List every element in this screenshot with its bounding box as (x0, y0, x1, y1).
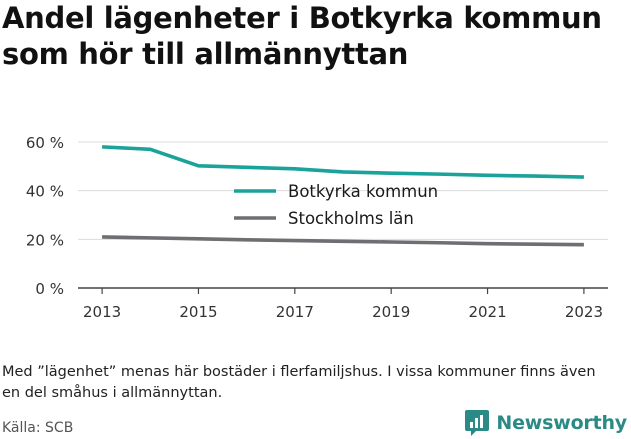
y-axis: 0 % 20 % 40 % 60 % (26, 134, 64, 298)
chart-title: Andel lägenheter i Botkyrka kommun som h… (2, 1, 602, 71)
y-tick-label: 60 % (26, 134, 64, 152)
legend-label: Botkyrka kommun (288, 182, 438, 201)
y-tick-label: 0 % (35, 280, 64, 298)
legend-label: Stockholms län (288, 209, 414, 228)
source-label: Källa: SCB (2, 420, 74, 436)
y-tick-label: 20 % (26, 231, 64, 249)
x-tick-label: 2023 (565, 303, 603, 321)
brand-name: Newsworthy (496, 412, 627, 434)
x-tick-label: 2017 (276, 303, 314, 321)
y-tick-label: 40 % (26, 183, 64, 201)
x-tick-label: 2015 (179, 303, 217, 321)
series-line-0 (102, 145, 584, 179)
line-chart: 0 % 20 % 40 % 60 % 2013 2015 2017 2019 2021 2023… (26, 134, 608, 321)
x-tick-label: 2013 (83, 303, 121, 321)
chart-legend: Botkyrka kommun Stockholms län (234, 182, 438, 228)
brand-logo[interactable]: Newsworthy (464, 408, 627, 438)
newsworthy-logo-icon (465, 410, 490, 436)
chart-series (102, 145, 584, 247)
x-tick-label: 2021 (468, 303, 506, 321)
chart-grid (78, 141, 608, 289)
chart-footnote: Med ”lägenhet” menas här bostäder i fler… (2, 364, 596, 401)
x-tick-label: 2019 (372, 303, 410, 321)
x-axis: 2013 2015 2017 2019 2021 2023 (83, 288, 603, 321)
series-line-1 (102, 235, 584, 247)
